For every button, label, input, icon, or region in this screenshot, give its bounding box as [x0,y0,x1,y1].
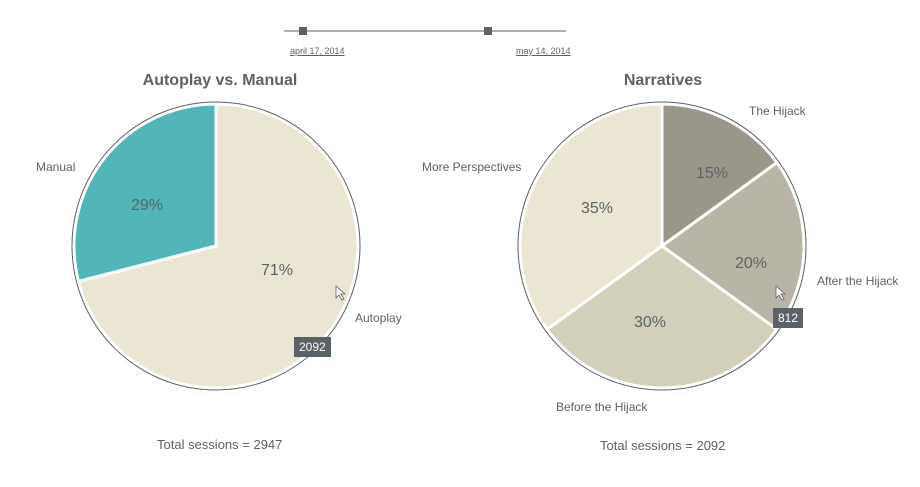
category-label: More Perspectives [422,160,521,174]
pie-slice-manual[interactable] [72,102,218,284]
percent-label: 71% [261,262,293,279]
category-label: Manual [36,160,75,174]
mouse-cursor-icon [775,285,787,301]
percent-label: 35% [581,200,613,217]
chart-title-narratives: Narratives [623,72,703,89]
slider-start-label: april 17, 2014 [290,46,345,56]
tooltip-narratives: 812 [773,308,804,328]
total-sessions-narratives: Total sessions = 2092 [600,438,726,453]
percent-label: 15% [696,165,728,182]
pie-outline [517,101,807,391]
date-range-slider[interactable] [0,0,920,70]
category-label: Autoplay [355,311,402,325]
mouse-cursor-icon [335,285,347,301]
pie-1: 15% 20% 30% 35% The Hijack After the Hijack Be… [422,101,899,414]
pie-slice-more-perspectives[interactable] [518,102,664,332]
pie-0: 29% 71% Manual Autoplay [36,101,402,391]
pie-slice-autoplay[interactable] [76,102,360,390]
tooltip-autoplay: 2092 [294,337,331,357]
pie-slice-before-the-hijack[interactable] [544,244,780,390]
category-label: Before the Hijack [556,400,648,414]
category-label: The Hijack [749,104,807,118]
percent-label: 29% [131,197,163,214]
percent-label: 30% [634,314,666,331]
slider-end-handle[interactable] [484,27,492,35]
pie-outline [71,101,361,391]
percent-label: 20% [735,255,767,272]
pie-slice-the-hijack[interactable] [660,102,780,249]
total-sessions-autoplay: Total sessions = 2947 [157,437,283,452]
chart-title-autoplay: Autoplay vs. Manual [142,72,298,89]
category-label: After the Hijack [817,274,899,288]
slider-start-handle[interactable] [299,27,307,35]
slider-end-label: may 14, 2014 [516,46,571,56]
